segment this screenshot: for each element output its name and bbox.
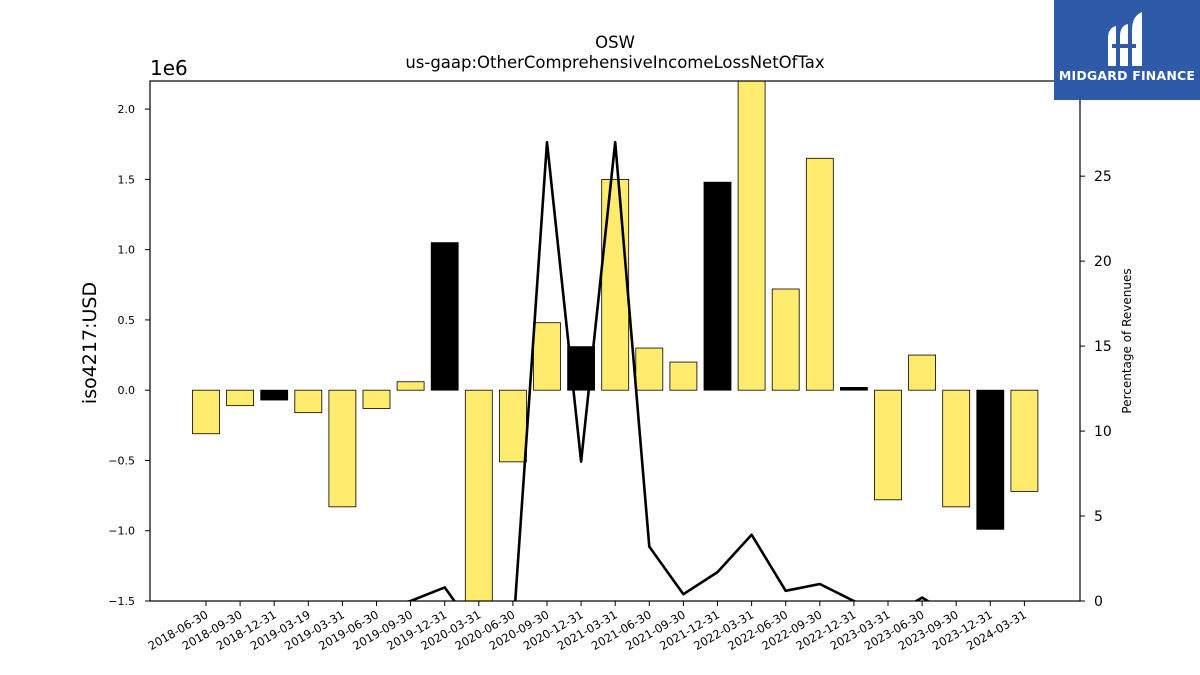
- y2-axis: 0 5 10 15 20 25: [1080, 169, 1112, 610]
- x-axis: 2018-06-302018-09-302018-12-312019-03-19…: [146, 601, 1029, 653]
- brand-logo: MIDGARD FINANCE: [1054, 0, 1200, 100]
- bar: [601, 178, 630, 391]
- bar: [635, 347, 664, 391]
- bar: [771, 288, 800, 391]
- bar: [942, 389, 971, 508]
- y2-tick-label: 0: [1094, 594, 1103, 610]
- y-tick-label: 1.5: [118, 173, 136, 186]
- bar: [464, 389, 493, 601]
- bar: [805, 157, 834, 391]
- bar: [396, 381, 425, 391]
- y-tick-label: 1.0: [118, 244, 136, 257]
- bar: [226, 389, 255, 407]
- bar: [192, 389, 220, 435]
- bar: [533, 322, 561, 391]
- y2-axis-label: Percentage of Revenues: [1120, 268, 1134, 413]
- logo-text: MIDGARD FINANCE: [1058, 68, 1196, 83]
- y-tick-label: −1.5: [108, 595, 135, 608]
- bar: [840, 386, 868, 391]
- y-axis: 2.0 1.5 1.0 0.5 0.0 −0.5 −1.0 −1.5: [108, 103, 150, 608]
- bar: [669, 361, 698, 391]
- y2-tick-label: 10: [1094, 424, 1112, 440]
- y2-tick-label: 5: [1094, 509, 1103, 525]
- chart-title: OSW: [595, 33, 635, 52]
- y-offset-label: 1e6: [150, 56, 188, 80]
- bar: [908, 354, 936, 391]
- bar: [328, 389, 357, 508]
- bar: [1010, 389, 1039, 492]
- bar: [976, 389, 1005, 530]
- bar: [498, 389, 527, 463]
- bar: [703, 181, 732, 391]
- bar: [362, 389, 391, 409]
- y-tick-label: 2.0: [118, 103, 136, 116]
- bar-series: [192, 81, 1039, 601]
- bar: [260, 389, 289, 401]
- y2-tick-label: 25: [1094, 169, 1112, 185]
- y2-tick-label: 15: [1094, 339, 1112, 355]
- y-tick-label: −1.0: [108, 525, 135, 538]
- y-tick-label: −0.5: [108, 454, 135, 467]
- y-tick-label: 0.0: [118, 384, 136, 397]
- bar: [294, 389, 323, 414]
- bar: [874, 389, 902, 501]
- y-tick-label: 0.5: [118, 314, 136, 327]
- y-axis-label: iso4217:USD: [79, 282, 101, 404]
- y2-tick-label: 20: [1094, 254, 1112, 270]
- chart-subtitle: us-gaap:OtherComprehensiveIncomeLossNetO…: [405, 53, 825, 72]
- bar: [430, 242, 459, 391]
- logo-mark-icon: [1108, 12, 1142, 66]
- bar: [737, 81, 766, 391]
